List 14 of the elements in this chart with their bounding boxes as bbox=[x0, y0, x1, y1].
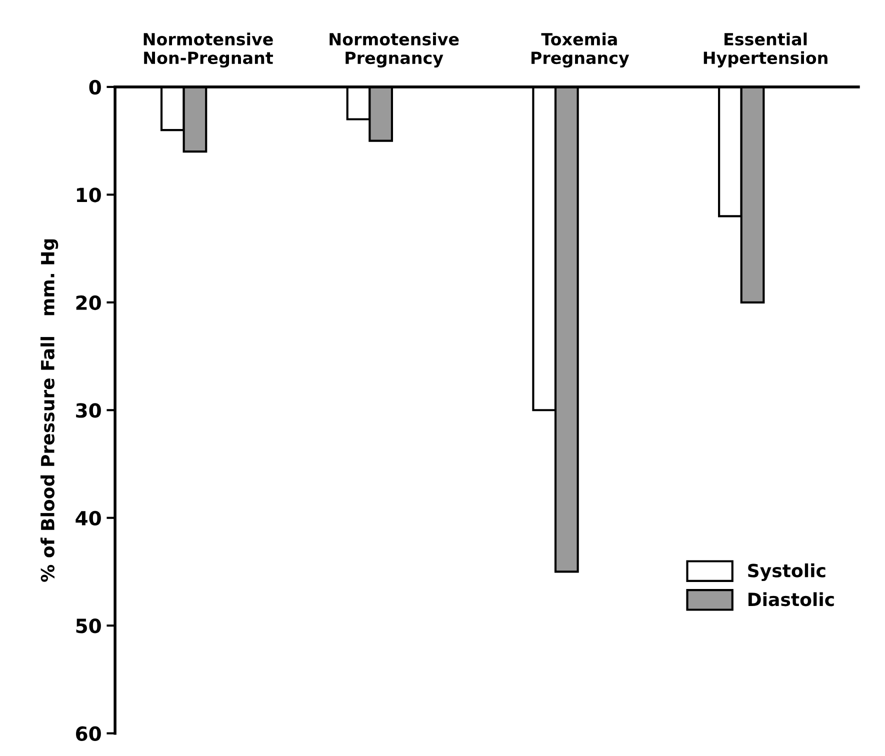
y-tick-label: 50 bbox=[76, 618, 101, 634]
x-tick-label: Normotensive Pregnancy bbox=[330, 32, 459, 68]
y-tick-label: 40 bbox=[76, 510, 101, 526]
y-tick-label: 10 bbox=[76, 188, 101, 202]
legend-label: Diastolic bbox=[748, 592, 834, 606]
x-tick-label: Toxemia Pregnancy bbox=[532, 32, 630, 68]
y-tick-label: 20 bbox=[76, 295, 101, 310]
y-tick-label: 30 bbox=[76, 403, 101, 418]
x-tick-label: Essential Hypertension bbox=[704, 32, 828, 68]
y-tick-label: 60 bbox=[76, 726, 101, 741]
legend-label: Systolic bbox=[748, 563, 826, 582]
x-tick-label: Normotensive Non-Pregnant bbox=[144, 32, 273, 68]
y-tick-label: 0 bbox=[89, 80, 101, 95]
y-axis-title: % of Blood Pressure Fall mm. Hg bbox=[40, 239, 58, 582]
